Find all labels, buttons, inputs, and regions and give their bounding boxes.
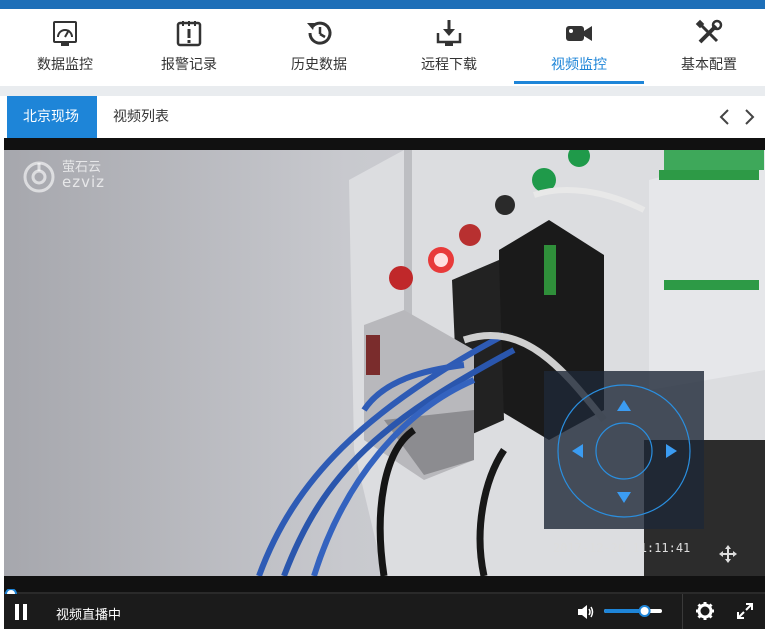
active-tab-indicator <box>514 81 644 84</box>
nav-item-data-monitor[interactable]: 数据监控 <box>0 9 130 86</box>
ptz-up-button[interactable] <box>610 392 638 420</box>
triangle-right-icon <box>666 444 677 458</box>
nav-item-alarm-log[interactable]: 报警记录 <box>124 9 254 86</box>
nav-item-label: 数据监控 <box>37 57 93 73</box>
section-divider <box>0 86 765 96</box>
ezviz-logo-icon <box>23 161 55 193</box>
chevron-left-icon[interactable] <box>716 108 734 126</box>
alarm-log-icon <box>176 21 202 47</box>
top-accent-bar <box>0 0 765 9</box>
progress-bar[interactable] <box>4 584 765 600</box>
triangle-up-icon <box>617 400 631 411</box>
main-nav: 数据监控 报警记录 历史数据 远程下载 <box>0 9 765 86</box>
volume-button[interactable] <box>576 602 596 622</box>
nav-item-basic-config[interactable]: 基本配置 <box>644 9 765 86</box>
nav-item-history[interactable]: 历史数据 <box>254 9 384 86</box>
ptz-rings <box>557 384 691 518</box>
tab-video-list[interactable]: 视频列表 <box>97 96 289 139</box>
nav-item-label: 基本配置 <box>681 57 737 73</box>
ptz-control-panel <box>544 371 704 529</box>
tools-icon <box>695 19 723 44</box>
tab-beijing-site[interactable]: 北京现场 <box>7 96 97 138</box>
chevron-right-icon[interactable] <box>740 108 758 126</box>
ptz-left-button[interactable] <box>564 437 592 465</box>
volume-slider[interactable] <box>602 603 664 619</box>
video-player[interactable]: 萤石云 ezviz 2017-12-20 11:11:41 <box>4 138 765 598</box>
triangle-down-icon <box>617 492 631 503</box>
ezviz-logo: 萤石云 ezviz <box>22 160 104 198</box>
live-status-text: 视频直播中 <box>56 608 122 623</box>
download-icon <box>436 20 462 46</box>
nav-item-video-monitor[interactable]: 视频监控 <box>514 9 644 86</box>
player-control-bar: 视频直播中 <box>4 594 765 629</box>
nav-item-label: 历史数据 <box>291 57 347 73</box>
nav-item-remote-download[interactable]: 远程下载 <box>384 9 514 86</box>
ptz-down-button[interactable] <box>610 483 638 511</box>
nav-item-label: 报警记录 <box>161 57 217 73</box>
nav-item-label: 远程下载 <box>421 57 477 73</box>
nav-item-label: 视频监控 <box>551 57 607 73</box>
history-icon <box>307 21 332 45</box>
pause-icon <box>15 604 27 620</box>
triangle-left-icon <box>572 444 583 458</box>
logo-line-cn: 萤石云 <box>62 160 102 175</box>
ezviz-logo-text: 萤石云 ezviz <box>62 160 105 190</box>
gear-icon <box>696 602 714 620</box>
pause-button[interactable] <box>12 602 30 622</box>
control-divider <box>682 594 683 629</box>
expand-icon <box>737 603 753 619</box>
camera-icon <box>566 26 592 41</box>
logo-line-en: ezviz <box>62 173 106 191</box>
fullscreen-button[interactable] <box>736 602 754 620</box>
volume-icon <box>578 605 594 619</box>
camera-tabs: 北京现场 视频列表 <box>0 96 765 139</box>
settings-button[interactable] <box>695 601 715 621</box>
video-timestamp: 2017-12-20 11:11:41 <box>553 541 691 555</box>
volume-handle[interactable] <box>638 605 651 617</box>
move-icon[interactable] <box>718 544 738 564</box>
ptz-right-button[interactable] <box>657 437 685 465</box>
gauge-icon <box>53 21 77 46</box>
